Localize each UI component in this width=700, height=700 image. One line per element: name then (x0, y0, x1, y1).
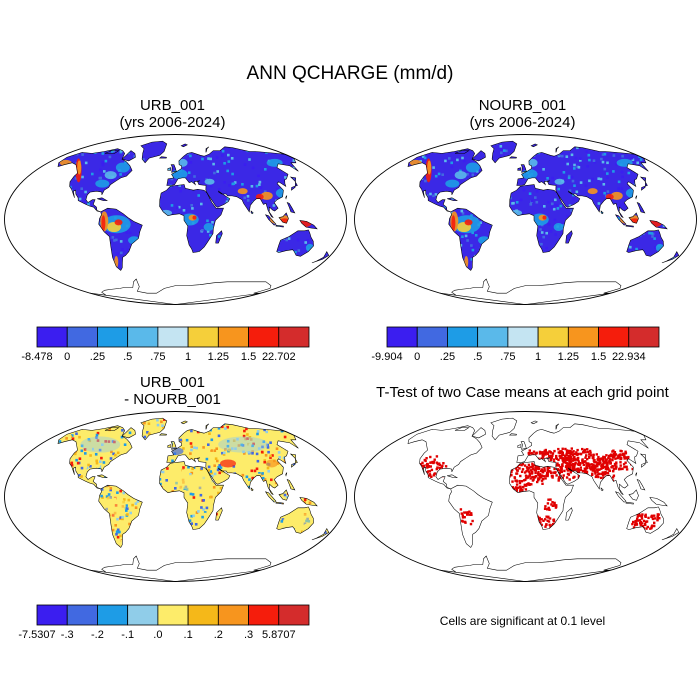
colorbar-label: 5.8707 (262, 629, 296, 641)
panel-diff-title-line2: - NOURB_001 (124, 391, 221, 408)
colorbar-label: 0 (414, 351, 420, 363)
colorbar-box (278, 604, 310, 626)
coastlines (57, 417, 330, 582)
colorbar-box (567, 326, 599, 348)
map-urb (4, 134, 347, 305)
colorbar-box (66, 326, 98, 348)
map-frame (4, 134, 347, 305)
panel-diff-title-line1: URB_001 (139, 374, 206, 391)
colorbar-box (248, 326, 280, 348)
colorbar-box (97, 604, 129, 626)
colorbar-label: .75 (500, 351, 515, 363)
colorbar-label: .5 (123, 351, 132, 363)
colorbar-box (598, 326, 630, 348)
colorbar-box (187, 326, 219, 348)
colorbar-label: .25 (440, 351, 455, 363)
figure-title: ANN QCHARGE (mm/d) (246, 63, 454, 84)
colorbar-label: -9.904 (371, 351, 402, 363)
panel-urb-title-line2: (yrs 2006-2024) (119, 114, 226, 131)
colorbar-box (157, 326, 189, 348)
colorbar-label: -.2 (91, 629, 104, 641)
colorbar-box (537, 326, 569, 348)
panel-urb-title-line1: URB_001 (139, 97, 206, 114)
colorbar-difference: -7.5307 -.3 -.2 -.1 .0 .1 .2 .3 5.8707 (18, 604, 310, 641)
colorbar-label: .25 (90, 351, 105, 363)
colorbar-label: 1 (535, 351, 541, 363)
colorbar-label: 22.702 (262, 351, 296, 363)
colorbar-label: .0 (153, 629, 162, 641)
colorbar-label: .3 (244, 629, 253, 641)
colorbar-label: .5 (473, 351, 482, 363)
colorbar-box (507, 326, 539, 348)
panel-nourb-title-line2: (yrs 2006-2024) (469, 114, 576, 131)
colorbar-label: 1.5 (591, 351, 606, 363)
panel-ttest-title: T-Test of two Case means at each grid po… (376, 384, 669, 401)
colorbar-box (278, 326, 310, 348)
panel-nourb-title: NOURB_001 (yrs 2006-2024) (380, 97, 665, 131)
colorbar-label: 1.25 (208, 351, 229, 363)
colorbar-box (127, 326, 159, 348)
colorbar-box (217, 604, 249, 626)
colorbar-box (628, 326, 660, 348)
map-nourb (354, 134, 697, 305)
colorbar-box (477, 326, 509, 348)
coastlines (407, 140, 680, 305)
map-frame (354, 411, 697, 582)
map-ttest (354, 411, 697, 582)
colorbar-label: -8.478 (21, 351, 52, 363)
colorbar-box (248, 604, 280, 626)
colorbar-box (416, 326, 448, 348)
colorbar-box (36, 604, 68, 626)
map-frame (354, 134, 697, 305)
colorbar-label: -.3 (61, 629, 74, 641)
colorbar-box (157, 604, 189, 626)
colorbar-box (66, 604, 98, 626)
colorbar-box (97, 326, 129, 348)
map-frame (4, 411, 347, 582)
colorbar-label: -7.5307 (18, 629, 55, 641)
colorbar-box (217, 326, 249, 348)
colorbar-label: 0 (64, 351, 70, 363)
colorbar-label: 1.25 (558, 351, 579, 363)
colorbar-box (386, 326, 418, 348)
colorbar-label: 1 (185, 351, 191, 363)
panel-diff-title: URB_001 - NOURB_001 (30, 374, 315, 408)
coastlines (407, 417, 680, 582)
colorbar-label: -.1 (121, 629, 134, 641)
colorbar-box (127, 604, 159, 626)
colorbar-box (447, 326, 479, 348)
colorbar-nourb: -9.904 0 .25 .5 .75 1 1.25 1.5 22.934 (371, 326, 660, 363)
coastlines (57, 140, 330, 305)
map-difference (4, 411, 347, 582)
colorbar-label: 1.5 (241, 351, 256, 363)
panel-nourb-title-line1: NOURB_001 (478, 97, 567, 114)
colorbar-label: 22.934 (612, 351, 646, 363)
significance-note: Cells are significant at 0.1 level (439, 614, 606, 628)
panel-urb-title: URB_001 (yrs 2006-2024) (30, 97, 315, 131)
colorbar-label: .2 (214, 629, 223, 641)
colorbar-urb: -8.478 0 .25 .5 .75 1 1.25 1.5 22.702 (21, 326, 310, 363)
colorbar-box (187, 604, 219, 626)
colorbar-label: .75 (150, 351, 165, 363)
colorbar-box (36, 326, 68, 348)
colorbar-label: .1 (184, 629, 193, 641)
